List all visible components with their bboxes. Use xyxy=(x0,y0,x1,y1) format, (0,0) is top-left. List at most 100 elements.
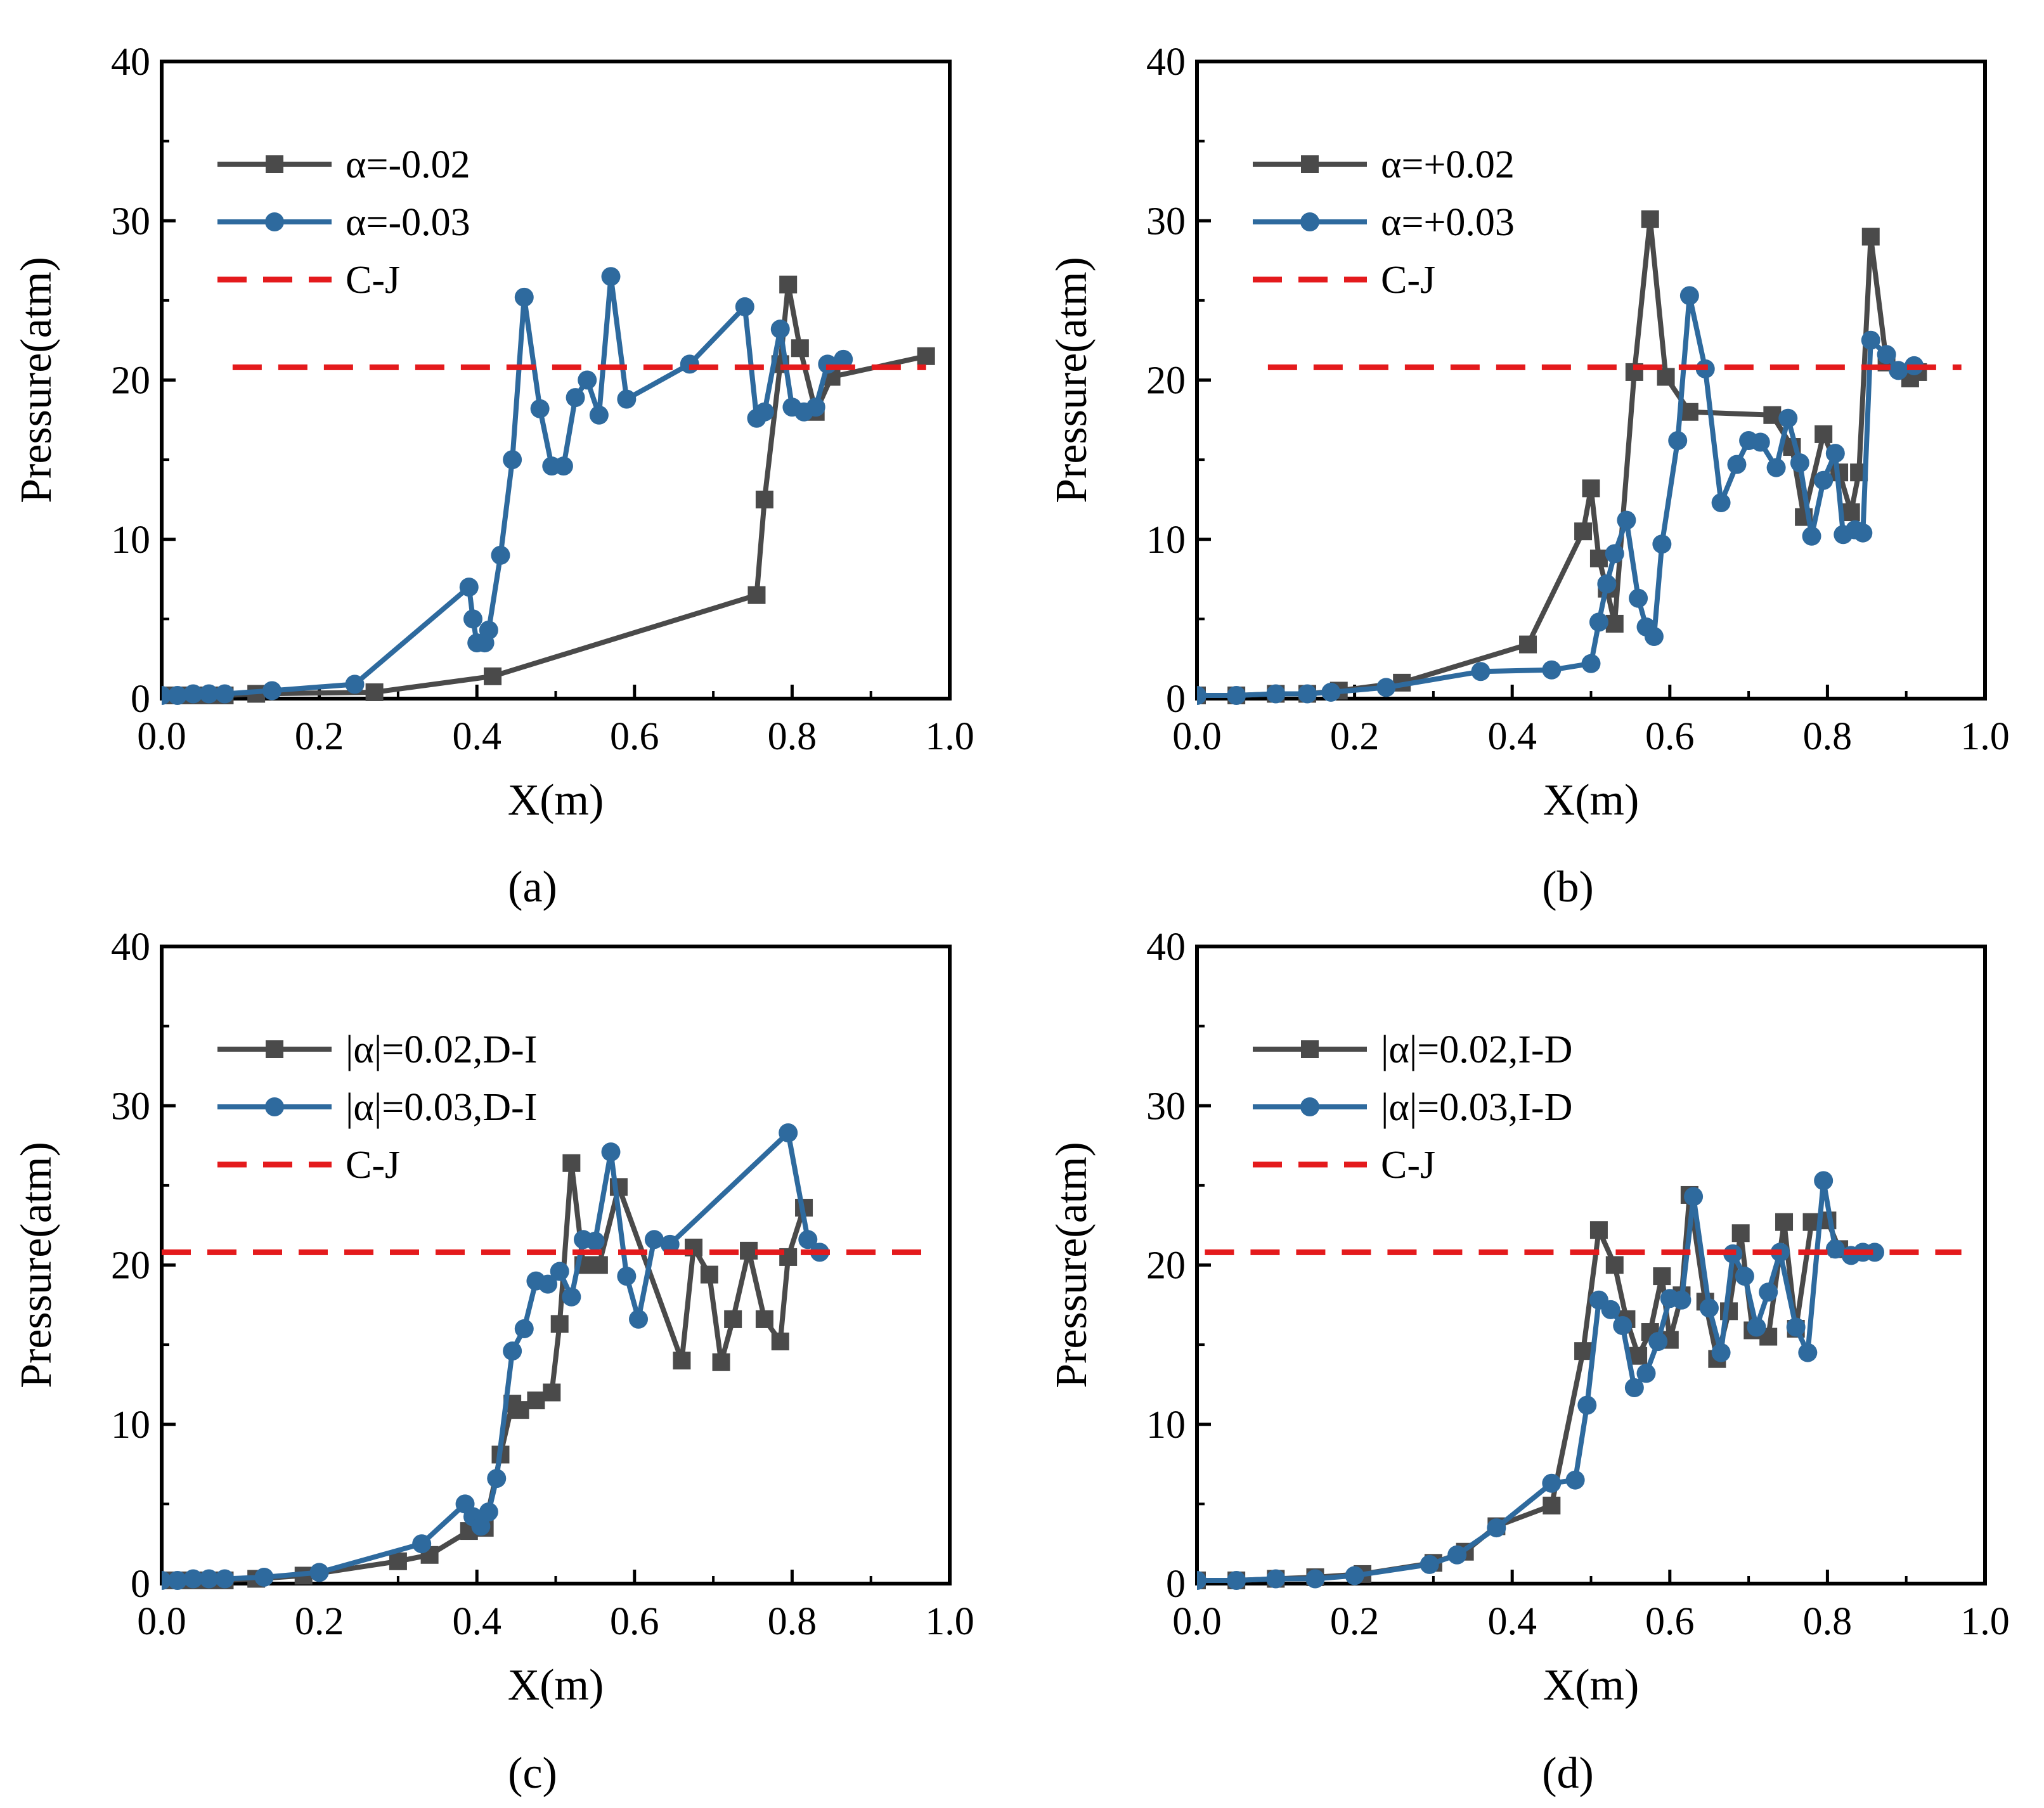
data-point-circle xyxy=(412,1534,432,1554)
data-point-circle xyxy=(1636,1364,1656,1383)
data-point-square xyxy=(1861,228,1880,246)
y-tick-label: 10 xyxy=(111,1404,150,1447)
data-point-circle xyxy=(1644,627,1664,647)
plot-area xyxy=(1197,1171,1962,1590)
legend: α=-0.02 α=-0.03 C-J xyxy=(217,143,470,302)
y-axis-label: Pressure(atm) xyxy=(12,257,61,503)
data-point-square xyxy=(1814,425,1833,443)
data-point-circle xyxy=(601,267,621,287)
data-point-circle xyxy=(1298,684,1317,704)
data-point-circle xyxy=(1825,444,1845,463)
data-point-circle xyxy=(538,1274,558,1294)
data-point-circle xyxy=(487,1469,507,1488)
data-point-circle xyxy=(1471,662,1491,681)
chart-panel-a: 0.0 0.2 0.4 0.6 0.8 1.0 0 10 20 30 40 X(m) Pressure(… xyxy=(12,41,974,912)
data-point-circle xyxy=(491,545,510,565)
data-point-circle xyxy=(1613,1315,1633,1335)
y-axis-label: Pressure(atm) xyxy=(12,1142,61,1388)
data-point-circle xyxy=(1652,534,1672,554)
x-tick-label: 0.2 xyxy=(1330,1600,1380,1643)
legend-label: C-J xyxy=(1381,1144,1435,1187)
data-point-circle xyxy=(167,1570,187,1590)
data-point-circle xyxy=(1766,458,1786,477)
data-point-circle xyxy=(183,684,203,704)
data-point-circle xyxy=(1589,612,1608,632)
data-point-circle xyxy=(578,370,597,390)
data-point-square xyxy=(1657,368,1675,386)
data-point-square xyxy=(1589,549,1608,567)
data-point-square xyxy=(550,1315,569,1333)
data-point-circle xyxy=(459,578,479,597)
data-point-circle xyxy=(1802,526,1821,546)
data-point-circle xyxy=(550,1262,569,1281)
x-tick-label: 0.2 xyxy=(295,1600,344,1643)
data-point-circle xyxy=(162,1570,171,1590)
legend-label: |α|=0.03,D-I xyxy=(346,1086,537,1129)
data-point-square xyxy=(1641,210,1659,228)
data-point-square xyxy=(747,586,766,604)
data-point-circle xyxy=(1668,430,1688,450)
data-point-circle xyxy=(479,1502,498,1521)
data-point-circle xyxy=(463,609,482,629)
y-tick-label: 10 xyxy=(111,519,150,562)
data-point-circle xyxy=(770,320,790,339)
data-point-square xyxy=(1574,522,1593,541)
data-point-circle xyxy=(1865,1243,1884,1262)
data-point-circle xyxy=(1699,1298,1719,1318)
data-point-circle xyxy=(215,684,235,704)
x-tick-label: 0.8 xyxy=(1803,715,1853,758)
x-tick-label: 0.0 xyxy=(1172,715,1222,758)
data-point-circle xyxy=(1786,1317,1806,1337)
x-tick-label: 0.0 xyxy=(1172,1600,1222,1643)
data-point-circle xyxy=(1197,1570,1206,1590)
data-point-square xyxy=(771,1333,789,1351)
data-point-circle xyxy=(309,1563,329,1582)
data-point-circle xyxy=(834,349,853,369)
data-point-square xyxy=(1775,1213,1794,1231)
x-tick-label: 0.6 xyxy=(610,1600,659,1643)
data-point-circle xyxy=(1711,1343,1731,1362)
data-point-circle xyxy=(1790,453,1809,473)
data-point-circle xyxy=(503,1341,522,1361)
data-point-circle xyxy=(1605,544,1624,564)
data-point-square xyxy=(543,1383,561,1402)
legend-label: |α|=0.02,D-I xyxy=(346,1028,537,1071)
data-point-square xyxy=(1605,1256,1624,1274)
data-point-circle xyxy=(1711,493,1731,512)
data-point-circle xyxy=(798,1230,818,1249)
legend-label: α=-0.03 xyxy=(346,201,470,244)
data-point-circle xyxy=(629,1309,649,1329)
data-point-square xyxy=(1582,479,1600,498)
data-point-square xyxy=(1605,614,1624,633)
y-tick-label: 20 xyxy=(111,359,150,403)
data-point-circle xyxy=(1321,682,1341,702)
data-point-circle xyxy=(471,1516,491,1536)
data-point-circle xyxy=(1581,654,1601,673)
data-point-circle xyxy=(199,684,219,704)
y-tick-label: 0 xyxy=(131,1563,150,1606)
legend: |α|=0.02,I-D |α|=0.03,I-D C-J xyxy=(1253,1028,1572,1187)
x-tick-label: 0.4 xyxy=(452,715,501,758)
data-point-circle xyxy=(1814,470,1834,490)
x-tick-label: 0.8 xyxy=(768,715,817,758)
data-point-circle xyxy=(1672,1290,1691,1310)
data-point-square xyxy=(1731,1224,1750,1243)
y-axis-label: Pressure(atm) xyxy=(1047,257,1096,503)
x-tick-label: 0.0 xyxy=(137,715,186,758)
legend-marker-circle xyxy=(1300,212,1319,231)
x-tick-label: 1.0 xyxy=(1960,1600,2010,1643)
data-point-circle xyxy=(566,388,585,408)
data-point-circle xyxy=(514,1319,534,1338)
data-point-circle xyxy=(1853,523,1873,543)
data-point-circle xyxy=(1601,1300,1620,1319)
panel-label: (a) xyxy=(508,863,557,912)
legend-label: C-J xyxy=(1381,259,1435,302)
y-tick-label: 30 xyxy=(1146,1085,1186,1128)
legend: |α|=0.02,D-I |α|=0.03,D-I C-J xyxy=(217,1028,537,1187)
legend-marker-square xyxy=(266,155,283,173)
data-point-circle xyxy=(1376,678,1396,697)
plot-area xyxy=(162,267,935,705)
legend-marker-square xyxy=(266,1040,283,1058)
x-axis-label: X(m) xyxy=(1543,776,1640,825)
